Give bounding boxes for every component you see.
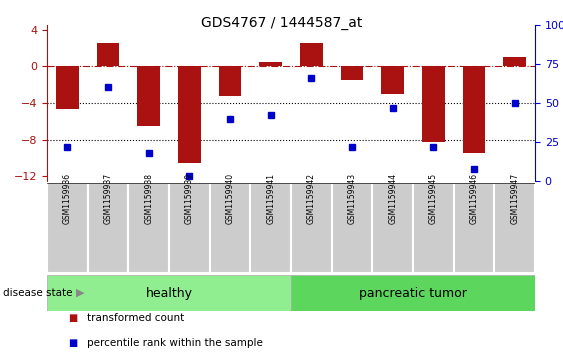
Bar (178, 66, 200, 163)
Bar (219, 66, 241, 96)
Bar (291, 275, 535, 311)
Text: GSM1159941: GSM1159941 (266, 172, 275, 224)
Text: healthy: healthy (145, 286, 193, 299)
Bar (422, 66, 445, 142)
Bar (128, 183, 169, 273)
Bar (300, 43, 323, 66)
Bar (97, 43, 119, 66)
Text: GSM1159945: GSM1159945 (429, 172, 438, 224)
Bar (56, 66, 78, 109)
Bar (88, 183, 128, 273)
Text: ■: ■ (69, 313, 78, 323)
Bar (372, 183, 413, 273)
Text: ▶: ▶ (76, 288, 84, 298)
Text: ■: ■ (69, 338, 78, 348)
Bar (454, 183, 494, 273)
Text: GSM1159936: GSM1159936 (63, 172, 72, 224)
Bar (463, 66, 485, 154)
Text: GSM1159939: GSM1159939 (185, 172, 194, 224)
Bar (291, 183, 332, 273)
Bar (137, 66, 160, 126)
Text: percentile rank within the sample: percentile rank within the sample (87, 338, 263, 348)
Text: GSM1159944: GSM1159944 (388, 172, 397, 224)
Bar (209, 183, 251, 273)
Text: GSM1159946: GSM1159946 (470, 172, 479, 224)
Text: GSM1159940: GSM1159940 (226, 172, 235, 224)
Bar (169, 183, 209, 273)
Text: GSM1159947: GSM1159947 (510, 172, 519, 224)
Bar (251, 183, 291, 273)
Text: pancreatic tumor: pancreatic tumor (359, 286, 467, 299)
Bar (382, 66, 404, 94)
Text: GSM1159943: GSM1159943 (347, 172, 356, 224)
Text: GDS4767 / 1444587_at: GDS4767 / 1444587_at (201, 16, 362, 30)
Text: GSM1159937: GSM1159937 (104, 172, 113, 224)
Text: disease state: disease state (3, 288, 72, 298)
Bar (47, 183, 88, 273)
Bar (494, 183, 535, 273)
Text: GSM1159942: GSM1159942 (307, 172, 316, 224)
Bar (413, 183, 454, 273)
Bar (341, 66, 363, 80)
Text: GSM1159938: GSM1159938 (144, 172, 153, 224)
Bar (332, 183, 372, 273)
Bar (47, 275, 291, 311)
Bar (503, 57, 526, 66)
Bar (260, 62, 282, 66)
Text: transformed count: transformed count (87, 313, 185, 323)
